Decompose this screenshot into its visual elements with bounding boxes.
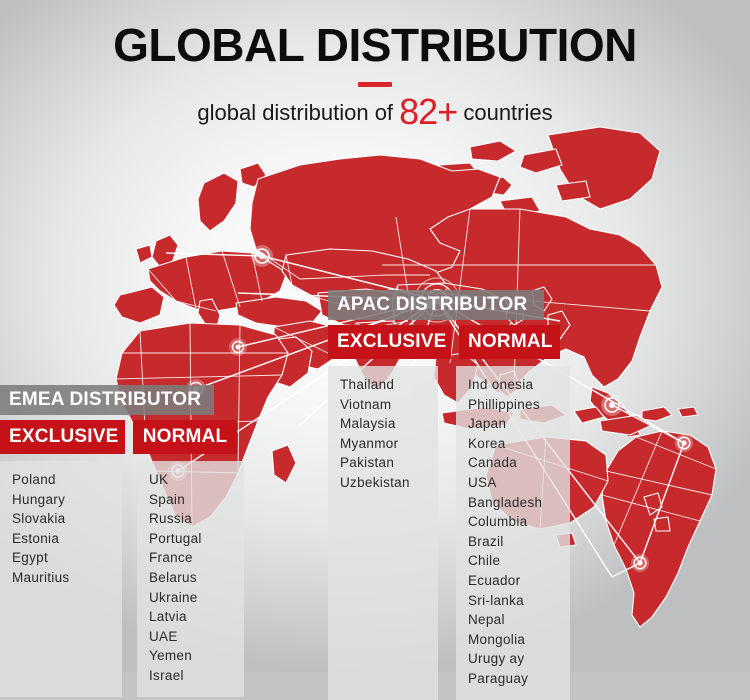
list-item: Phillippines [468,396,540,412]
list-item: Brazil [468,533,504,549]
apac-exclusive-list: Thailand Viotnam Malaysia Myanmor Pakist… [328,366,438,700]
apac-normal-list: Ind onesia Phillippines Japan Korea Cana… [456,366,570,700]
list-item: Ecuador [468,572,521,588]
list-item: Yemen [149,648,193,664]
list-item: Hungary [12,491,66,507]
apac-distributor-panel: APAC DISTRIBUTOR EXCLUSIVE NORMAL Thaila… [328,290,570,700]
page-title: GLOBAL DISTRIBUTION [113,19,637,71]
emea-exclusive-list: Poland Hungary Slovakia Estonia Egypt Ma… [0,461,122,697]
list-item: USA [468,474,497,490]
page-subtitle: global distribution of 82+ countries [0,94,750,130]
list-item: Malaysia [340,416,396,432]
list-item: UAE [149,628,178,644]
country-count: 82+ [399,91,458,132]
list-item: UK [149,472,169,487]
list-item: Myanmor [340,435,399,451]
list-item: Belarus [149,569,197,585]
apac-badge-row: EXCLUSIVE NORMAL [328,325,570,359]
list-item: Pakistan [340,455,395,471]
map-node-brazil [675,434,693,452]
list-item: Slovakia [12,511,66,527]
emea-normal-list: UK Spain Russia Portugal France Belarus … [137,461,244,697]
emea-distributor-panel: EMEA DISTRIBUTOR EXCLUSIVE NORMAL Poland… [0,385,244,697]
list-item: Urugy ay [468,651,525,667]
list-item: Viotnam [340,396,392,412]
list-item: Israel [149,667,184,683]
list-item: Russia [149,511,193,527]
list-item: Nepal [468,612,505,628]
map-node-europe [251,245,273,267]
list-item: Ind onesia [468,377,534,392]
apac-exclusive-badge[interactable]: EXCLUSIVE [328,325,451,359]
apac-panel-heading: APAC DISTRIBUTOR [328,290,544,320]
list-item: Egypt [12,550,49,566]
list-item: Columbia [468,514,528,530]
list-item: Bangladesh [468,494,543,510]
list-item: Korea [468,435,506,451]
subtitle-prefix: global distribution of [197,100,400,125]
map-node-usa [601,394,623,416]
emea-panel-heading: EMEA DISTRIBUTOR [0,385,214,415]
list-item: Japan [468,416,507,432]
title-divider [358,82,392,87]
map-node-chile [631,554,649,572]
list-item: France [149,550,193,566]
list-item: Latvia [149,609,187,625]
apac-normal-badge[interactable]: NORMAL [459,325,560,359]
list-item: Poland [12,472,56,487]
emea-exclusive-badge[interactable]: EXCLUSIVE [0,420,125,454]
subtitle-suffix: countries [457,100,553,125]
list-item: Thailand [340,377,395,392]
list-item: Mongolia [468,631,526,647]
list-item: Estonia [12,530,60,546]
map-node-middle-east [229,338,247,356]
list-item: Mauritius [12,569,70,585]
list-item: Portugal [149,530,202,546]
apac-country-columns: Thailand Viotnam Malaysia Myanmor Pakist… [328,366,570,700]
list-item: Ukraine [149,589,198,605]
list-item: Chile [468,553,501,569]
emea-normal-badge[interactable]: NORMAL [133,420,237,454]
list-item: Canada [468,455,518,471]
emea-badge-row: EXCLUSIVE NORMAL [0,420,244,454]
list-item: Spain [149,491,186,507]
emea-country-columns: Poland Hungary Slovakia Estonia Egypt Ma… [0,461,244,697]
list-item: Uzbekistan [340,474,410,490]
list-item: Sri-lanka [468,592,524,608]
